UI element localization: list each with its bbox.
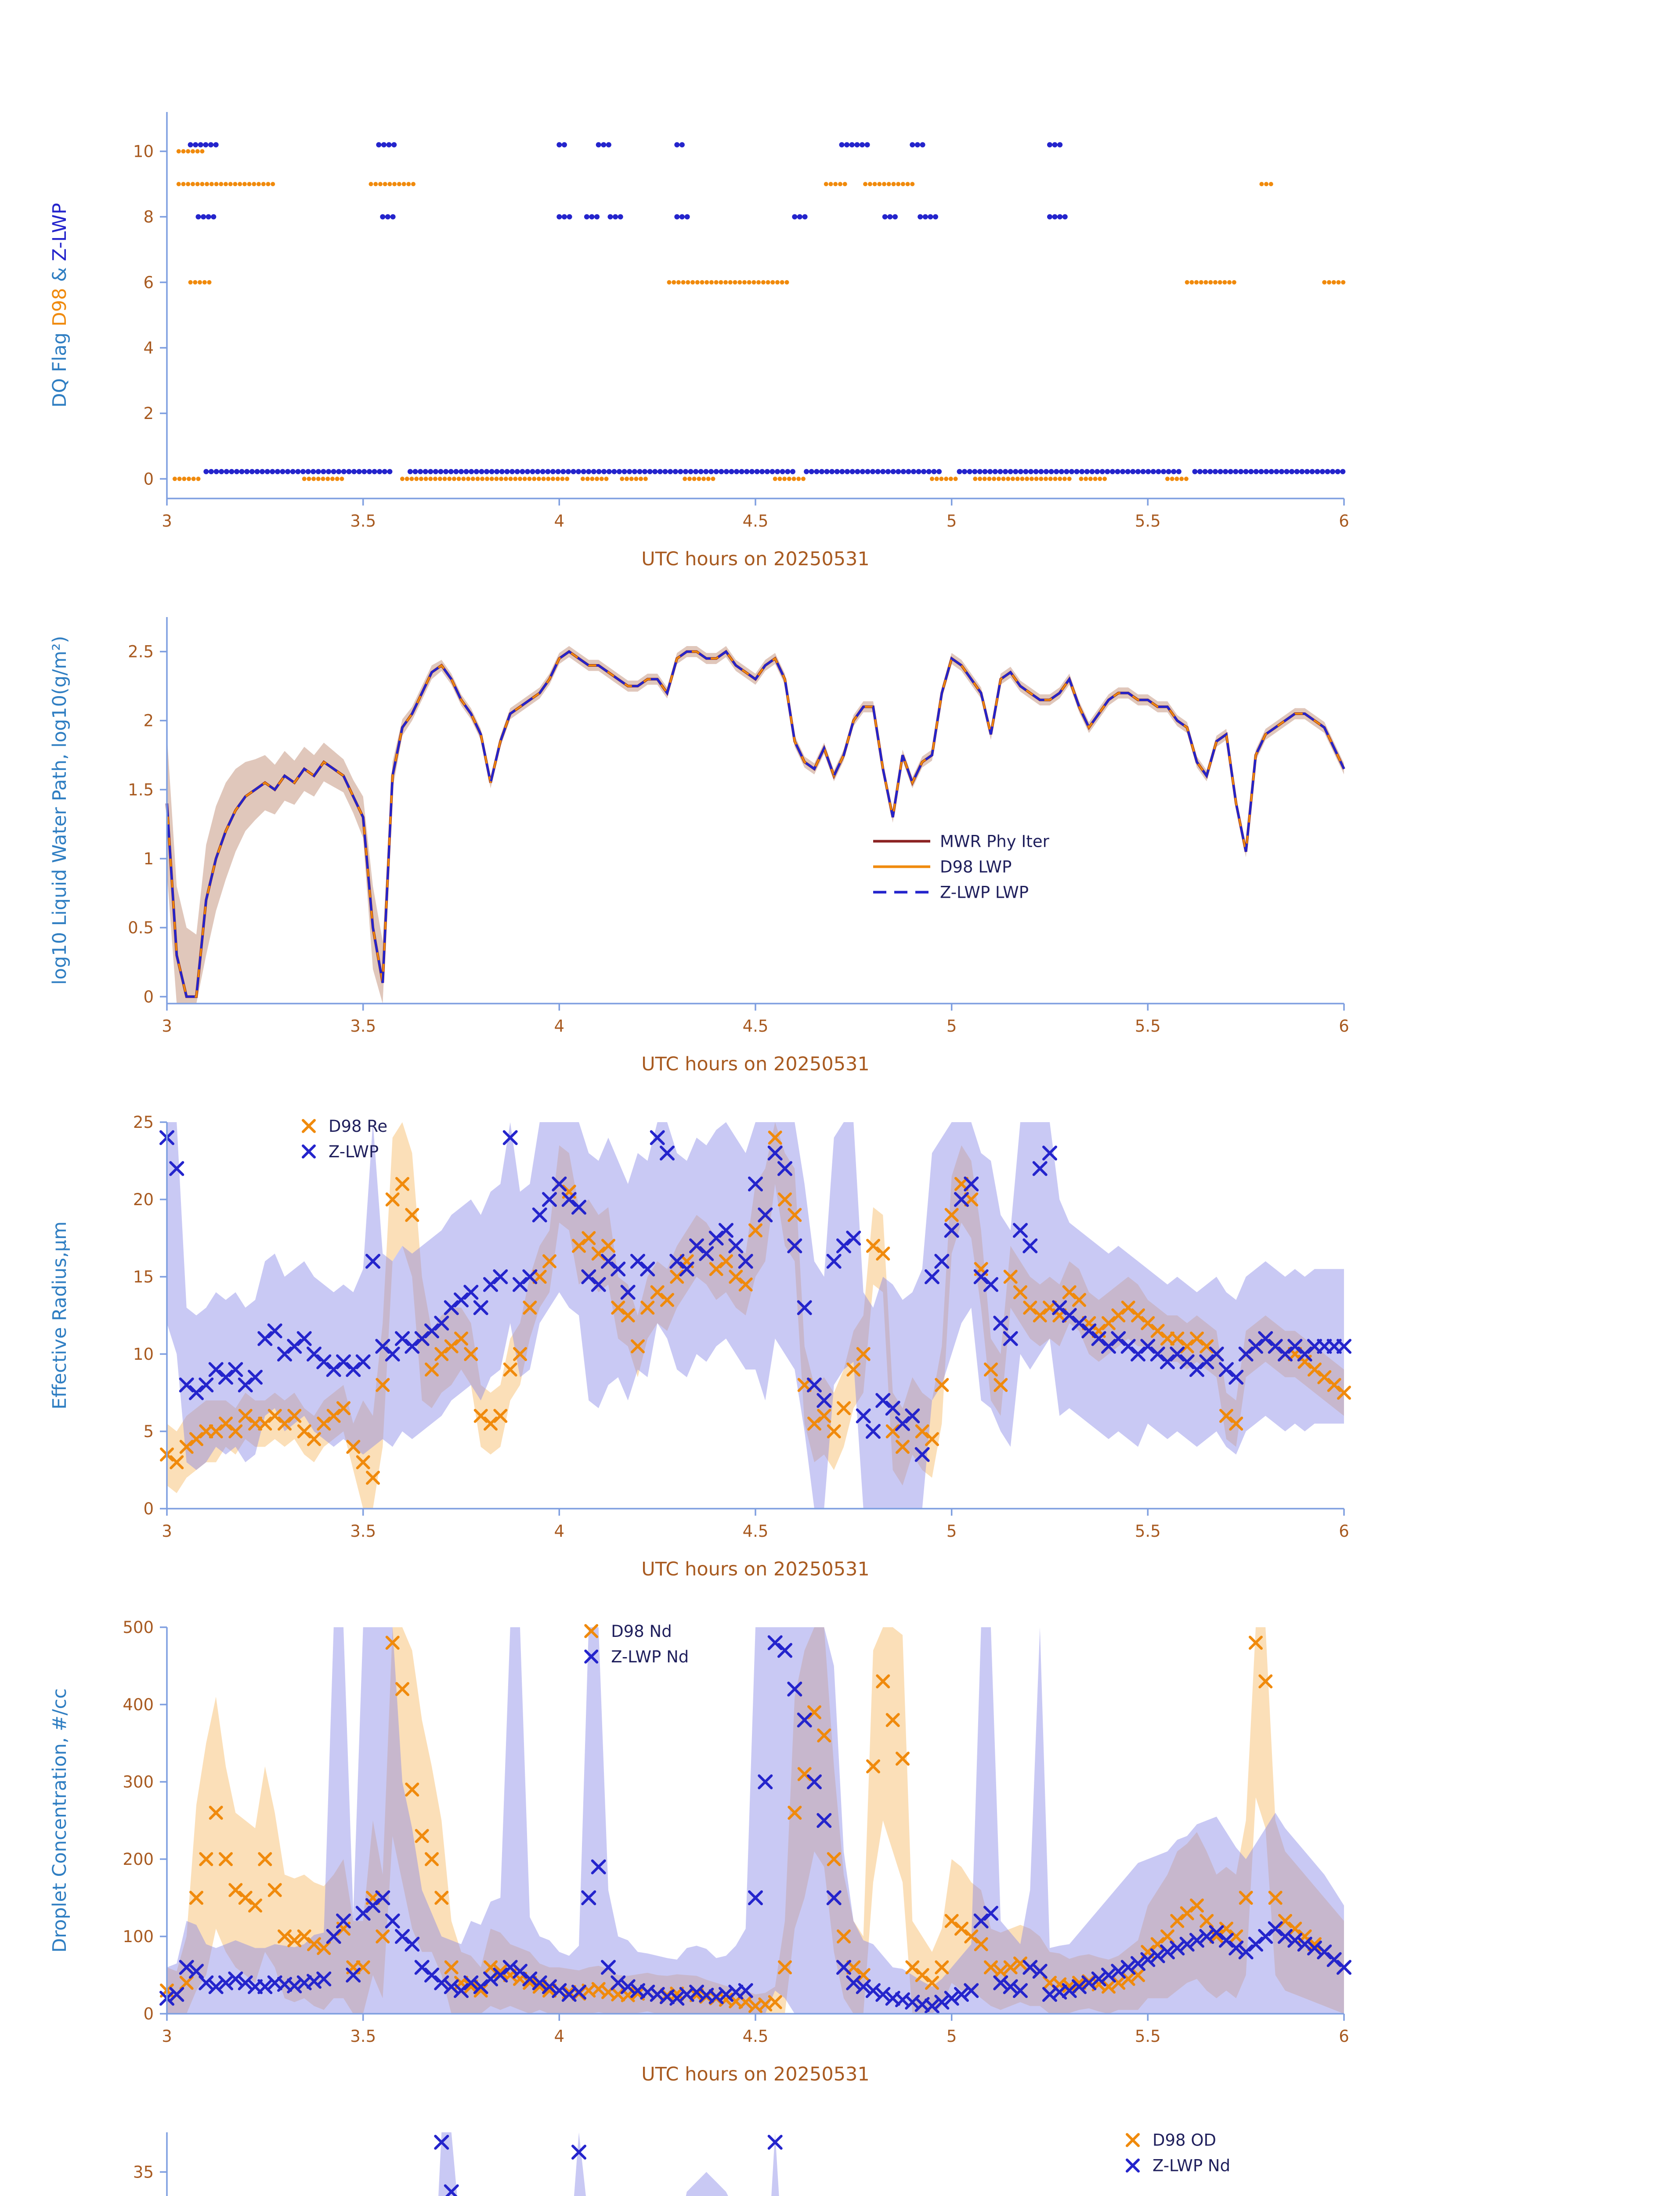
svg-text:Droplet Concentration, #/cc: Droplet Concentration, #/cc: [49, 1688, 71, 1953]
svg-text:4: 4: [554, 512, 565, 531]
chart-svg-droplet-concentration: 3 3.5 4 4.5 5 5.5 6 0 100 200 300 400 500 UTC hours o…: [49, 1618, 1351, 2085]
svg-text:0: 0: [143, 470, 154, 488]
svg-text:15: 15: [133, 1268, 154, 1286]
svg-text:3: 3: [162, 1522, 172, 1541]
svg-text:500: 500: [123, 1618, 154, 1637]
svg-text:6: 6: [143, 273, 154, 292]
svg-text:D98 LWP: D98 LWP: [940, 857, 1012, 876]
svg-text:log10 Liquid Water Path, log10: log10 Liquid Water Path, log10(g/m²): [49, 636, 71, 985]
svg-text:3.5: 3.5: [350, 1522, 376, 1541]
panel-droplet-concentration: 3 3.5 4 4.5 5 5.5 6 0 100 200 300 400 500 UTC hours o…: [0, 1605, 1493, 2110]
svg-text:0: 0: [143, 987, 154, 1006]
svg-text:Z-LWP: Z-LWP: [329, 1142, 379, 1161]
svg-text:4: 4: [143, 339, 154, 358]
svg-text:6: 6: [1339, 2027, 1349, 2046]
svg-text:4: 4: [554, 1017, 565, 1036]
svg-text:2: 2: [143, 404, 154, 423]
svg-text:Effective Radius,μm: Effective Radius,μm: [49, 1221, 71, 1409]
svg-text:400: 400: [123, 1695, 154, 1714]
svg-text:4.5: 4.5: [743, 2027, 769, 2046]
svg-text:10: 10: [133, 1345, 154, 1364]
svg-text:5.5: 5.5: [1135, 1522, 1161, 1541]
svg-text:8: 8: [143, 208, 154, 227]
svg-text:5: 5: [947, 1522, 957, 1541]
svg-text:3: 3: [162, 512, 172, 531]
svg-text:3: 3: [162, 1017, 172, 1036]
panel-optical-depth: 33.544.555.5605101520253035UTC hours on …: [0, 2110, 1493, 2196]
chart-svg-optical-depth: 33.544.555.5605101520253035UTC hours on …: [133, 2131, 1230, 2196]
svg-text:35: 35: [133, 2163, 154, 2182]
svg-text:5.5: 5.5: [1135, 512, 1161, 531]
svg-text:Z-LWP LWP: Z-LWP LWP: [940, 883, 1029, 902]
chart-svg-effective-radius: 3 3.5 4 4.5 5 5.5 6 0 5 10 15 20 25 UTC hours on 2025…: [49, 1113, 1351, 1580]
svg-text:2.5: 2.5: [128, 643, 154, 661]
panel-dq-flags: 3 3.5 4 4.5 5 5.5 6 0 2 4 6 8 10 UTC hours on 2025053…: [0, 90, 1493, 595]
svg-text:100: 100: [123, 1927, 154, 1946]
svg-text:20: 20: [133, 1190, 154, 1209]
svg-text:5: 5: [143, 1422, 154, 1441]
svg-text:10: 10: [133, 142, 154, 161]
svg-text:MWR Phy Iter: MWR Phy Iter: [940, 832, 1050, 851]
svg-text:3.5: 3.5: [350, 2027, 376, 2046]
svg-text:5.5: 5.5: [1135, 1017, 1161, 1036]
svg-text:2: 2: [143, 712, 154, 730]
svg-text:3.5: 3.5: [350, 1017, 376, 1036]
chart-svg-lwp: 3 3.5 4 4.5 5 5.5 6 0 0.5 1 1.5 2 2.5 UTC hours on 20…: [49, 617, 1349, 1075]
svg-text:6: 6: [1339, 1017, 1349, 1036]
svg-text:5: 5: [947, 2027, 957, 2046]
svg-text:1: 1: [143, 849, 154, 868]
svg-text:0: 0: [143, 2005, 154, 2023]
svg-text:5.5: 5.5: [1135, 2027, 1161, 2046]
svg-text:6: 6: [1339, 1522, 1349, 1541]
svg-text:UTC hours on 20250531: UTC hours on 20250531: [641, 2063, 870, 2085]
svg-text:4.5: 4.5: [743, 1017, 769, 1036]
svg-text:4: 4: [554, 1522, 565, 1541]
svg-text:3.5: 3.5: [350, 512, 376, 531]
svg-text:D98 Nd: D98 Nd: [611, 1622, 672, 1641]
svg-text:1.5: 1.5: [128, 780, 154, 799]
panel-effective-radius: 3 3.5 4 4.5 5 5.5 6 0 5 10 15 20 25 UTC hours on 2025…: [0, 1100, 1493, 1605]
svg-text:UTC hours on 20250531: UTC hours on 20250531: [641, 548, 870, 570]
svg-text:D98 OD: D98 OD: [1153, 2131, 1216, 2150]
svg-text:0.5: 0.5: [128, 918, 154, 937]
svg-text:UTC hours on 20250531: UTC hours on 20250531: [641, 1558, 870, 1580]
panel-liquid-water-path: 3 3.5 4 4.5 5 5.5 6 0 0.5 1 1.5 2 2.5 UTC hours on 20…: [0, 595, 1493, 1100]
svg-text:Z-LWP Nd: Z-LWP Nd: [1153, 2156, 1230, 2175]
svg-text:6: 6: [1339, 512, 1349, 531]
svg-text:4: 4: [554, 2027, 565, 2046]
svg-text:DQ Flag D98 & Z-LWP: DQ Flag D98 & Z-LWP: [49, 203, 71, 408]
svg-text:4.5: 4.5: [743, 1522, 769, 1541]
svg-text:5: 5: [947, 512, 957, 531]
svg-text:0: 0: [143, 1499, 154, 1518]
svg-text:Z-LWP Nd: Z-LWP Nd: [611, 1647, 689, 1666]
svg-text:5: 5: [947, 1017, 957, 1036]
chart-svg-dq-flags: 3 3.5 4 4.5 5 5.5 6 0 2 4 6 8 10 UTC hours on 2025053…: [49, 112, 1349, 570]
svg-text:25: 25: [133, 1113, 154, 1132]
svg-text:200: 200: [123, 1850, 154, 1869]
svg-text:300: 300: [123, 1773, 154, 1791]
svg-text:4.5: 4.5: [743, 512, 769, 531]
svg-text:UTC hours on 20250531: UTC hours on 20250531: [641, 1053, 870, 1075]
svg-text:3: 3: [162, 2027, 172, 2046]
svg-text:D98 Re: D98 Re: [329, 1117, 387, 1136]
